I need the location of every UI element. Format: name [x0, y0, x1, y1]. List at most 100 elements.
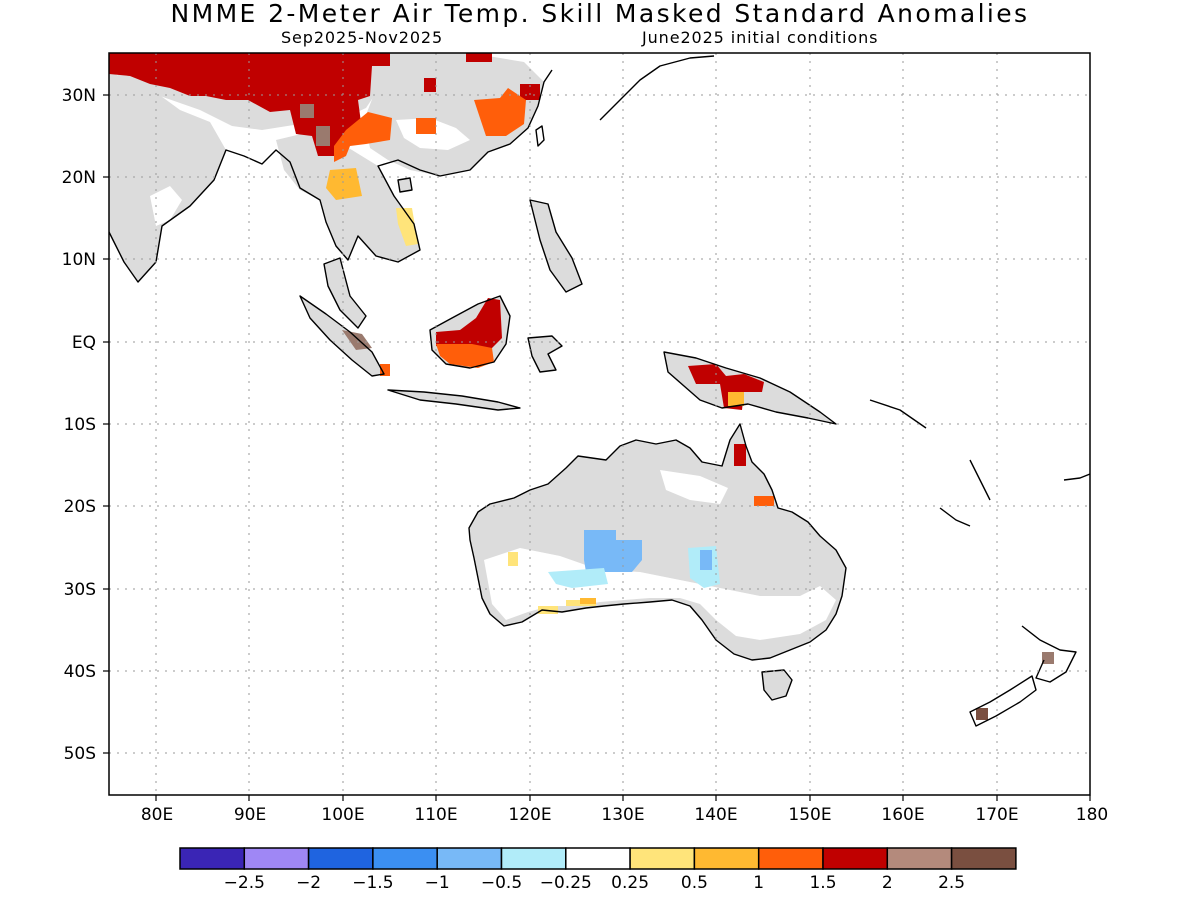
legend-label: 2.5 — [938, 873, 965, 893]
malay-coastline — [323, 257, 367, 329]
hainan-coastline — [397, 177, 413, 193]
legend-swatch — [822, 847, 889, 870]
solomon-coastline — [869, 399, 927, 429]
lon-label: 160E — [881, 805, 924, 825]
color-legend — [179, 847, 1017, 870]
legend-swatch — [372, 847, 438, 870]
borneo-warm-anomaly — [436, 298, 502, 350]
philippines-coastline — [529, 199, 583, 293]
fiji-coastline — [1063, 473, 1090, 481]
queensland-warm-anomaly — [734, 444, 746, 466]
legend-swatch — [950, 847, 1017, 870]
lat-label: 40S — [64, 662, 96, 682]
india-near-normal — [150, 186, 182, 226]
legend-swatch — [629, 847, 696, 870]
legend-swatch — [500, 847, 567, 870]
sulawesi — [528, 336, 562, 372]
lon-label: 90E — [234, 805, 266, 825]
map-title: NMME 2-Meter Air Temp. Skill Masked Stan… — [170, 0, 1030, 28]
vanuatu-coastline — [969, 459, 991, 501]
legend-label: 1.5 — [809, 873, 836, 893]
yunnan-orange-anomaly — [334, 112, 392, 162]
new-zealand-north-coastline — [1021, 625, 1077, 683]
legend-label: 0.25 — [611, 873, 649, 893]
graticule — [109, 53, 1090, 795]
lon-label: 140E — [694, 805, 737, 825]
lon-label: 80E — [141, 805, 173, 825]
philippines — [530, 200, 582, 292]
map-area — [109, 53, 1090, 795]
legend-label: 0.5 — [681, 873, 708, 893]
legend-swatch — [693, 847, 760, 870]
queensland-orange-anomaly — [754, 496, 774, 506]
lon-label: 180 — [1076, 805, 1108, 825]
legend-swatch — [243, 847, 310, 870]
legend-swatch — [886, 847, 953, 870]
sumatra-coastline — [299, 295, 385, 377]
lon-label: 110E — [414, 805, 457, 825]
new-guinea-coastline — [663, 351, 837, 425]
lat-label: 20N — [62, 168, 96, 188]
new-guinea-warm-anomaly — [688, 364, 764, 410]
interior-australia-blue-anomaly — [700, 550, 712, 570]
legend-label: −1 — [425, 873, 450, 893]
lat-label: 20S — [64, 497, 96, 517]
legend-swatch — [757, 847, 824, 870]
legend-label: −0.25 — [540, 873, 592, 893]
lat-label: EQ — [72, 333, 96, 353]
sumatra-orange-anomaly — [380, 364, 390, 376]
east-china-warm-anomaly — [520, 84, 540, 100]
central-china-warm-anomaly — [424, 78, 436, 92]
north-china-warm-anomaly — [466, 53, 492, 62]
india-landmass — [109, 72, 226, 282]
lat-label: 10S — [64, 415, 96, 435]
new-caledonia-coastline — [939, 507, 971, 527]
wa-yellow-anomaly — [508, 552, 518, 566]
legend-swatch — [307, 847, 374, 870]
borneo-orange-anomaly — [436, 344, 494, 368]
sulawesi-coastline — [527, 335, 563, 373]
legend-label: −1.5 — [352, 873, 393, 893]
tasmania-coastline — [761, 669, 793, 701]
legend-swatch — [565, 847, 631, 870]
new-guinea-orange-anomaly — [728, 392, 744, 406]
tasmania — [762, 670, 792, 700]
legend-label: −2 — [296, 873, 321, 893]
south-central-australia-cool-anomaly — [548, 568, 608, 588]
china-landmass — [364, 53, 544, 176]
legend-swatch — [179, 847, 246, 870]
lon-label: 120E — [508, 805, 551, 825]
south-china-orange-anomaly — [474, 88, 526, 136]
laos-amber-anomaly — [396, 208, 418, 246]
lat-label: 50S — [64, 744, 96, 764]
hainan — [398, 178, 412, 192]
myanmar-brown-anomaly — [316, 126, 330, 146]
tibet-brown-anomaly — [300, 104, 314, 118]
positive-anomaly-layer — [109, 53, 1054, 720]
nz-north-brown-anomaly — [1042, 652, 1054, 664]
sumatra — [300, 296, 384, 376]
asia-coastline — [109, 69, 553, 283]
central-australia-cool-anomaly — [584, 530, 642, 572]
coastlines — [109, 55, 1090, 727]
australia-north-near-normal — [660, 470, 728, 504]
central-china-orange-anomaly — [416, 118, 436, 134]
borneo-coastline — [429, 295, 511, 369]
lon-label: 100E — [321, 805, 364, 825]
japan-coastline — [599, 55, 715, 121]
lat-label: 30N — [62, 86, 96, 106]
lon-label: 130E — [601, 805, 644, 825]
taiwan-coastline — [535, 125, 545, 147]
australia-coastline — [468, 423, 847, 661]
nz-south-brown-anomaly — [976, 708, 988, 720]
legend-label: 2 — [882, 873, 893, 893]
lat-label: 10N — [62, 250, 96, 270]
south-australia-orange-anomaly — [580, 598, 596, 604]
myanmar-yellow-anomaly — [326, 168, 362, 200]
forecast-period: Sep2025-Nov2025 — [281, 28, 444, 47]
new-zealand-south-coastline — [969, 675, 1037, 727]
negative-anomaly-layer — [548, 530, 720, 588]
malay-peninsula — [324, 258, 366, 328]
java-coastline — [387, 389, 521, 411]
